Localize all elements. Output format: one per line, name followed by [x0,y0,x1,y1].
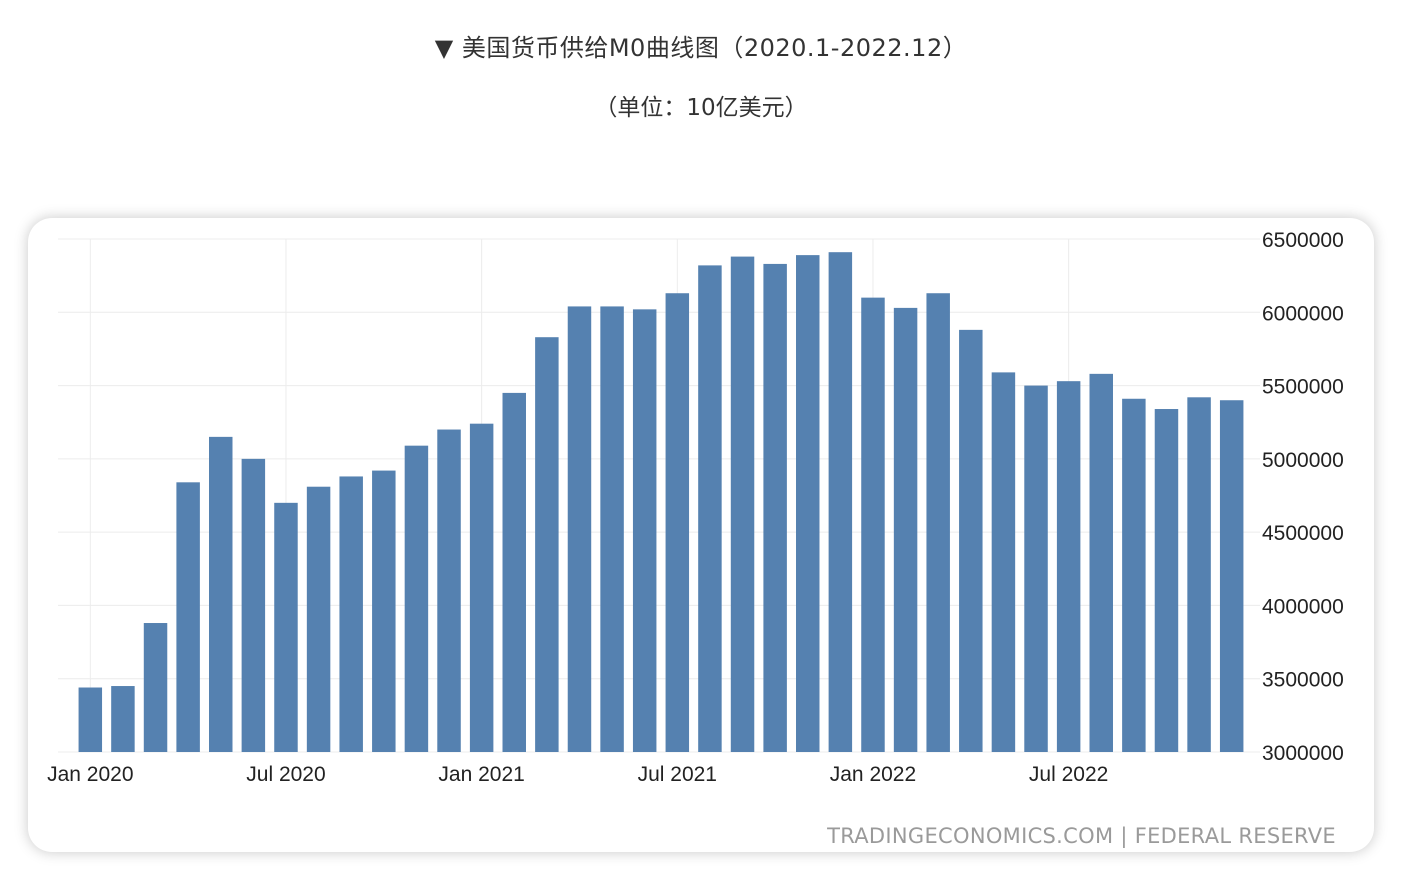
source-label: TRADINGECONOMICS.COM | FEDERAL RESERVE [826,824,1336,849]
x-tick-label: Jul 2021 [638,763,717,786]
bar-chart: 3000000 3500000 4000000 4500000 5000000 55000… [47,229,1344,849]
y-tick-label: 4500000 [1262,522,1344,545]
bar-2020-12 [437,429,461,752]
bar-2022-04 [959,329,983,752]
y-tick-label: 5000000 [1262,449,1344,472]
x-tick-label: Jul 2022 [1029,763,1108,786]
bar-2021-03 [535,337,559,752]
bar-2021-01 [469,423,494,752]
x-tick-label: Jul 2020 [246,763,325,786]
bar-2020-01 [78,687,103,752]
page-subtitle: （单位：10亿美元） [594,95,808,121]
bar-2021-08 [698,265,722,752]
x-tick-label: Jan 2021 [438,763,524,786]
bar-2020-04 [176,482,200,752]
bar-2020-09 [339,476,363,752]
bar-2022-09 [1122,398,1146,752]
y-tick-label: 5500000 [1262,376,1344,399]
bar-2021-10 [763,263,787,752]
bar-2020-07 [274,502,298,752]
bar-2020-02 [111,686,135,752]
y-axis-ticks: 3000000 3500000 4000000 4500000 5000000 55000… [1262,229,1344,765]
bar-2021-05 [600,306,624,752]
bar-2022-10 [1154,409,1179,752]
bar-2021-07 [665,293,690,752]
bar-2022-03 [926,293,950,752]
y-tick-label: 3500000 [1262,669,1344,692]
bar-2022-12 [1219,400,1244,752]
bar-2022-07 [1056,381,1081,752]
x-tick-label: Jan 2020 [47,763,133,786]
bar-2022-11 [1187,397,1211,752]
x-axis-ticks: Jan 2020 Jul 2020 Jan 2021 Jul 2021 Jan 2022… [47,763,1108,786]
y-tick-label: 4000000 [1262,595,1344,618]
bar-2021-11 [796,255,820,752]
bar-2022-08 [1089,373,1113,752]
x-tick-label: Jan 2022 [830,763,916,786]
bar-2020-03 [143,623,168,752]
bar-2020-08 [306,486,331,752]
bar-2020-10 [372,470,396,752]
bar-2020-06 [241,458,266,752]
bar-2022-02 [893,307,918,752]
bar-2021-02 [502,392,526,752]
y-tick-label: 6000000 [1262,302,1344,325]
chart-card: 3000000 3500000 4000000 4500000 5000000 55000… [28,218,1374,852]
bar-2021-06 [632,309,657,752]
bar-2020-11 [404,445,429,752]
bar-2021-09 [730,256,755,752]
y-tick-label: 6500000 [1262,229,1344,252]
y-tick-label: 3000000 [1262,742,1344,765]
bar-2020-05 [209,436,233,752]
bar-2021-12 [828,252,853,752]
bar-series [78,252,1244,752]
bar-2022-06 [1024,385,1048,752]
bar-2022-05 [991,372,1016,752]
bar-2022-01 [861,297,885,752]
page-title: ▼ 美国货币供给M0曲线图（2020.1-2022.12） [434,34,968,62]
bar-2021-04 [567,306,592,752]
